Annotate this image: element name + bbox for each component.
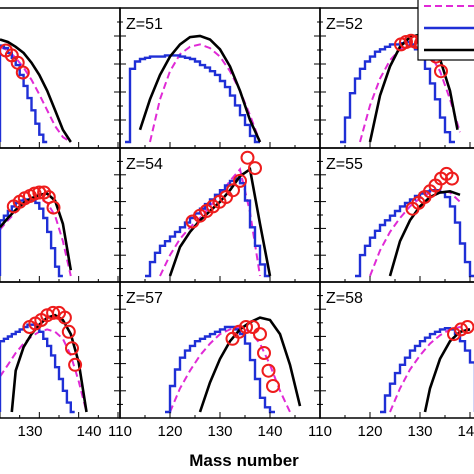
panel-label: Z=54: [126, 156, 163, 173]
panel-1: [0, 7, 121, 149]
panel-label: Z=57: [126, 290, 163, 307]
histogram-step: [0, 44, 48, 144]
panel-9: Z=58: [314, 281, 474, 419]
x-tick-label: 120: [157, 423, 182, 440]
data-marker: [46, 200, 61, 215]
legend-fragment: [417, 0, 474, 61]
x-tick-label: 130: [17, 423, 42, 440]
data-marker: [261, 363, 276, 378]
data-marker: [37, 185, 52, 200]
data-marker: [68, 357, 83, 372]
solid-curve: [423, 328, 471, 413]
data-marker: [447, 327, 461, 342]
panel-5: Z=54: [114, 147, 321, 283]
x-tick-label: 120: [357, 423, 382, 440]
data-marker: [57, 310, 72, 325]
solid-curve: [168, 167, 272, 277]
data-marker: [15, 65, 30, 80]
panel-frame: [0, 7, 121, 149]
data-marker: [61, 324, 76, 339]
data-marker: [257, 346, 271, 360]
data-marker: [248, 161, 262, 176]
data-marker: [445, 171, 459, 186]
histogram-step: [125, 54, 260, 144]
solid-curve: [138, 34, 262, 143]
data-marker: [239, 320, 253, 334]
x-tick-label: 110: [308, 423, 332, 440]
histogram-step: [380, 327, 474, 414]
panel-8: Z=57: [114, 281, 321, 419]
histogram-step: [355, 189, 474, 278]
data-marker: [46, 305, 61, 320]
panel-4: [0, 147, 121, 283]
data-marker: [233, 173, 247, 188]
solid-curve: [0, 38, 72, 143]
dashed-curve: [369, 189, 461, 277]
x-tick-label: 140: [257, 423, 282, 440]
x-tick-label: 110: [108, 423, 132, 440]
data-marker: [266, 379, 280, 393]
panel-label: Z=52: [326, 16, 363, 33]
histogram-step: [145, 177, 270, 278]
x-tick-label: 140: [457, 423, 474, 440]
panel-7: [0, 281, 121, 419]
x-axis-title: Mass number: [189, 451, 299, 470]
data-marker: [253, 327, 267, 342]
dashed-curve: [169, 325, 291, 413]
data-marker: [454, 322, 468, 337]
panel-label: Z=58: [326, 290, 363, 307]
x-tick-label: 140: [76, 423, 101, 440]
data-marker: [65, 341, 79, 356]
data-marker: [226, 183, 240, 198]
x-tick-label: 130: [207, 423, 232, 440]
panels-layer: Z=51 Z=52 Z=54 Z=55 Z=57 Z=58: [0, 7, 474, 419]
panel-2: Z=51: [114, 7, 321, 149]
panel-6: Z=55: [314, 147, 474, 283]
x-tick-labels: 130 140 110 120 130 140 110 120 130 140: [17, 423, 474, 440]
data-marker: [240, 150, 255, 165]
histogram-step: [165, 325, 275, 414]
histogram-step: [0, 323, 75, 414]
panel-frame: [0, 281, 121, 419]
data-marker: [232, 324, 246, 339]
data-marker: [434, 64, 448, 79]
panel-label: Z=51: [126, 16, 163, 33]
x-tick-label: 130: [407, 423, 432, 440]
dashed-curve: [149, 43, 261, 143]
panel-label: Z=55: [326, 156, 363, 173]
data-marker: [246, 320, 260, 334]
